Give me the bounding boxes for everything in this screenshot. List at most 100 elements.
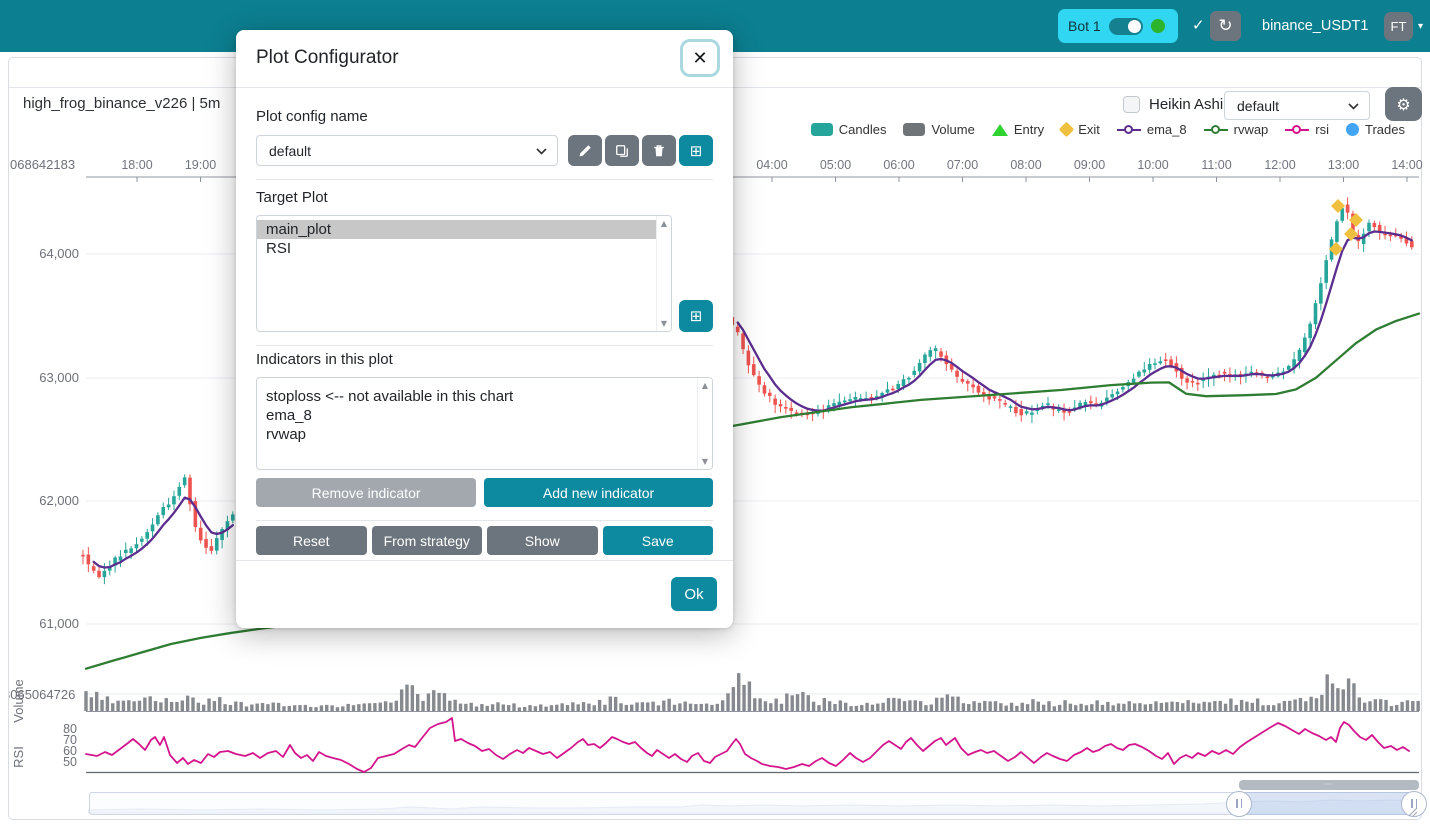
rsi-swatch-icon [1285,124,1310,135]
rvwap-swatch-icon [1203,124,1228,135]
target-plot-listbox[interactable]: main_plot RSI ▲ ▼ [256,215,672,332]
svg-text:068642183: 068642183 [10,157,75,172]
trash-icon [654,144,664,156]
legend-label: Volume [931,122,975,137]
svg-text:04:00: 04:00 [756,158,787,172]
gear-button[interactable]: ⚙ [1385,87,1422,121]
reset-button[interactable]: Reset [256,526,367,555]
svg-text:13:00: 13:00 [1328,158,1359,172]
svg-text:61,000: 61,000 [39,616,79,631]
resize-grip-icon[interactable] [1406,805,1418,817]
modal-header: Plot Configurator ✕ [236,30,733,88]
chart-title: high_frog_binance_v226 | 5m [23,95,221,112]
refresh-button[interactable]: ↻ [1210,11,1241,41]
svg-text:12:00: 12:00 [1264,158,1295,172]
legend-item-rsi[interactable]: rsi [1285,122,1329,137]
svg-text:10:00: 10:00 [1137,158,1168,172]
svg-text:11:00: 11:00 [1201,158,1231,172]
heikin-ashi-checkbox[interactable] [1123,96,1140,113]
duplicate-config-button[interactable] [605,135,639,166]
svg-text:62,000: 62,000 [39,493,79,508]
svg-text:60: 60 [63,744,77,758]
close-button[interactable]: ✕ [680,39,720,77]
refresh-icon: ↻ [1218,16,1233,36]
indicators-listbox[interactable]: stoploss <-- not available in this chart… [256,377,713,470]
copy-icon [616,144,628,157]
legend-label: Exit [1078,122,1100,137]
scroll-up-icon[interactable]: ▲ [701,381,709,390]
avatar[interactable]: FT [1384,12,1413,41]
plus-square-icon: ⊞ [689,141,703,160]
svg-text:70: 70 [63,733,77,747]
legend-label: Entry [1013,122,1045,137]
datazoom-right-handle[interactable] [1401,790,1427,817]
save-button[interactable]: Save [602,526,713,555]
pencil-icon [579,144,591,156]
svg-text:14:00: 14:00 [1391,158,1422,172]
svg-text:19:00: 19:00 [185,158,216,172]
svg-text:18:00: 18:00 [121,158,152,172]
listbox-scrollbar[interactable]: ▲ ▼ [656,216,671,331]
volume-swatch-icon [903,123,926,136]
plot-config-name-select[interactable]: default [256,135,558,166]
entry-swatch-icon [991,123,1008,136]
target-plot-option-main-plot[interactable]: main_plot [257,220,656,239]
target-plot-option-rsi[interactable]: RSI [266,240,292,257]
close-icon: ✕ [692,47,708,69]
add-new-indicator-button[interactable]: Add new indicator [484,478,713,507]
indicator-option-stoploss[interactable]: stoploss <-- not available in this chart [266,388,514,405]
chart-legend[interactable]: Candles Volume Entry Exit ema_8 rvwap rsi Trade… [810,121,1405,138]
svg-text:63,000: 63,000 [39,370,79,385]
svg-text:06:00: 06:00 [883,158,914,172]
legend-label: ema_8 [1146,122,1187,137]
legend-item-candles[interactable]: Candles [810,122,887,137]
bot-selector[interactable]: Bot 1 [1058,9,1178,43]
legend-item-rvwap[interactable]: rvwap [1203,122,1269,137]
legend-item-trades[interactable]: Trades [1346,122,1405,137]
ema_8-swatch-icon [1116,124,1141,135]
chevron-down-icon [1348,103,1359,110]
plot-config-name-value: default [269,142,312,159]
svg-text:50: 50 [63,755,77,769]
delete-config-button[interactable] [642,135,676,166]
add-config-button[interactable]: ⊞ [679,135,713,166]
datazoom-left-handle[interactable] [1226,790,1252,817]
candles-swatch-icon [810,123,833,136]
plot-config-select[interactable]: default [1224,91,1370,120]
chevron-down-icon[interactable]: ▾ [1418,21,1424,32]
edit-config-button[interactable] [568,135,602,166]
svg-text:05:00: 05:00 [820,158,851,172]
indicator-option-ema8[interactable]: ema_8 [266,407,312,424]
scroll-down-icon[interactable]: ▼ [701,457,709,466]
chevron-down-icon [536,148,547,155]
datazoom-selection[interactable] [1239,792,1414,815]
datazoom-move-handle[interactable]: ⋯ [1239,780,1419,790]
ok-button[interactable]: Ok [671,577,717,611]
plot-config-select-value: default [1237,97,1280,114]
scroll-up-icon[interactable]: ▲ [660,219,668,228]
legend-item-exit[interactable]: Exit [1058,121,1100,138]
heikin-ashi-label: Heikin Ashi [1149,96,1224,113]
legend-item-ema_8[interactable]: ema_8 [1116,122,1187,137]
from-strategy-button[interactable]: From strategy [371,526,482,555]
modal-title: Plot Configurator [256,47,399,68]
bot-toggle[interactable] [1108,17,1143,35]
scroll-down-icon[interactable]: ▼ [660,319,668,328]
pair-label: binance_USDT1 [1262,18,1369,34]
indicator-option-rvwap[interactable]: rvwap [266,426,307,443]
listbox-scrollbar[interactable]: ▲ ▼ [697,378,712,469]
datazoom-slider[interactable] [89,792,1419,815]
show-button[interactable]: Show [487,526,598,555]
svg-text:3065064726: 3065064726 [9,687,75,702]
svg-text:64,000: 64,000 [39,246,79,261]
legend-item-volume[interactable]: Volume [903,122,975,137]
remove-indicator-button[interactable]: Remove indicator [256,478,477,507]
legend-label: Candles [838,122,887,137]
gear-icon: ⚙ [1396,94,1411,114]
legend-label: rvwap [1233,122,1269,137]
bot-online-indicator [1150,19,1165,33]
add-target-plot-button[interactable]: ⊞ [679,300,713,332]
indicators-label: Indicators in this plot [256,351,393,368]
legend-item-entry[interactable]: Entry [991,122,1045,137]
legend-label: Trades [1365,122,1405,137]
